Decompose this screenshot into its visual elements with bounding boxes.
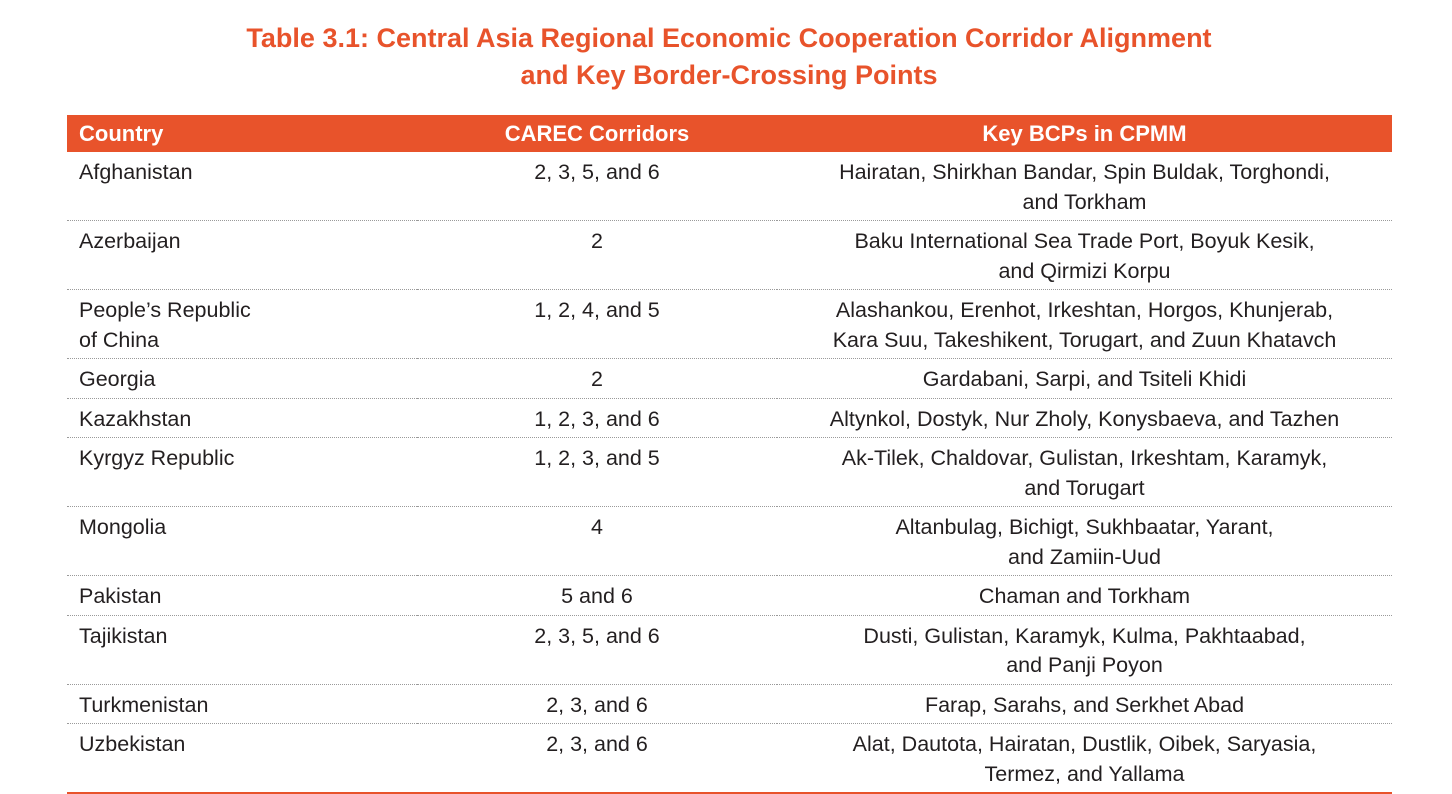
table-row: Pakistan 5 and 6 Chaman and Torkham: [67, 575, 1392, 616]
cell-carec-corridors: 2: [417, 358, 777, 399]
table-header: Country CAREC Corridors Key BCPs in CPMM: [67, 115, 1392, 152]
bcp-line: Kara Suu, Takeshikent, Torugart, and Zuu…: [832, 327, 1337, 352]
table-row: Kyrgyz Republic 1, 2, 3, and 5 Ak-Tilek, C…: [67, 437, 1392, 507]
bcp-line: and Torkham: [1022, 189, 1147, 214]
cell-country: Afghanistan: [67, 152, 417, 221]
country-name-line: Turkmenistan: [79, 692, 209, 717]
cell-key-bcps: Baku International Sea Trade Port, Boyuk…: [777, 220, 1392, 290]
cell-carec-corridors: 4: [417, 506, 777, 576]
table-row: People’s Republic of China 1, 2, 4, and 5 A…: [67, 289, 1392, 359]
table-row: Afghanistan 2, 3, 5, and 6 Hairatan, Shirk…: [67, 152, 1392, 221]
cell-country: Mongolia: [67, 506, 417, 576]
bcp-line: Termez, and Yallama: [984, 761, 1185, 786]
table-row: Turkmenistan 2, 3, and 6 Farap, Sarahs, an…: [67, 684, 1392, 724]
country-name-line: People’s Republic: [79, 298, 251, 322]
cell-key-bcps: Farap, Sarahs, and Serkhet Abad: [777, 684, 1392, 724]
cell-carec-corridors: 2: [417, 220, 777, 290]
country-name-line: Afghanistan: [79, 160, 193, 184]
cell-country: Azerbaijan: [67, 220, 417, 290]
cell-carec-corridors: 2, 3, and 6: [417, 723, 777, 794]
country-name-line: Pakistan: [79, 584, 162, 608]
cell-key-bcps: Dusti, Gulistan, Karamyk, Kulma, Pakhtaa…: [777, 615, 1392, 685]
country-name-line: Kazakhstan: [79, 406, 192, 431]
table-title-line-1: Table 3.1: Central Asia Regional Economi…: [246, 23, 1212, 53]
country-name-line: Mongolia: [79, 515, 167, 539]
header-row: Country CAREC Corridors Key BCPs in CPMM: [67, 115, 1392, 152]
bcp-line: and Qirmizi Korpu: [998, 258, 1171, 283]
table-row: Tajikistan 2, 3, 5, and 6 Dusti, Gulistan,…: [67, 615, 1392, 685]
bcp-line: Dusti, Gulistan, Karamyk, Kulma, Pakhtaa…: [863, 623, 1306, 648]
corridor-table-container: Country CAREC Corridors Key BCPs in CPMM…: [67, 115, 1392, 794]
cell-key-bcps: Hairatan, Shirkhan Bandar, Spin Buldak, …: [777, 152, 1392, 221]
cell-country: Tajikistan: [67, 615, 417, 685]
cell-country: Kyrgyz Republic: [67, 437, 417, 507]
table-row: Uzbekistan 2, 3, and 6 Alat, Dautota, Hair…: [67, 723, 1392, 794]
cell-key-bcps: Gardabani, Sarpi, and Tsiteli Khidi: [777, 358, 1392, 399]
cell-carec-corridors: 2, 3, 5, and 6: [417, 615, 777, 685]
country-name-line: of China: [79, 327, 160, 352]
country-name-line: Uzbekistan: [79, 732, 186, 756]
bcp-line: and Torugart: [1024, 475, 1145, 500]
bcp-line: and Zamiin-Uud: [1008, 544, 1161, 569]
table-title-line-2: and Key Border-Crossing Points: [520, 60, 938, 90]
corridor-table: Country CAREC Corridors Key BCPs in CPMM…: [67, 115, 1392, 794]
cell-country: Uzbekistan: [67, 723, 417, 794]
table-title: Table 3.1: Central Asia Regional Economi…: [0, 20, 1452, 94]
header-key-bcps: Key BCPs in CPMM: [777, 115, 1392, 152]
cell-country: Pakistan: [67, 575, 417, 616]
cell-key-bcps: Alat, Dautota, Hairatan, Dustlik, Oibek,…: [777, 723, 1392, 794]
country-name-line: Kyrgyz Republic: [79, 446, 235, 470]
bcp-line: Chaman and Torkham: [978, 584, 1191, 608]
cell-carec-corridors: 1, 2, 4, and 5: [417, 289, 777, 359]
table-row: Georgia 2 Gardabani, Sarpi, and Tsiteli Kh…: [67, 358, 1392, 399]
cell-country: People’s Republic of China: [67, 289, 417, 359]
table-row: Kazakhstan 1, 2, 3, and 6 Altynkol, Dostyk…: [67, 398, 1392, 438]
cell-carec-corridors: 1, 2, 3, and 5: [417, 437, 777, 507]
cell-carec-corridors: 1, 2, 3, and 6: [417, 398, 777, 438]
cell-key-bcps: Ak-Tilek, Chaldovar, Gulistan, Irkeshtam…: [777, 437, 1392, 507]
bcp-line: Hairatan, Shirkhan Bandar, Spin Buldak, …: [839, 160, 1330, 184]
cell-key-bcps: Alashankou, Erenhot, Irkeshtan, Horgos, …: [777, 289, 1392, 359]
cell-key-bcps: Altynkol, Dostyk, Nur Zholy, Konysbaeva,…: [777, 398, 1392, 438]
bcp-line: Alashankou, Erenhot, Irkeshtan, Horgos, …: [835, 298, 1334, 322]
bcp-line: Altanbulag, Bichigt, Sukhbaatar, Yarant,: [895, 515, 1274, 539]
cell-key-bcps: Chaman and Torkham: [777, 575, 1392, 616]
bcp-line: Gardabani, Sarpi, and Tsiteli Khidi: [922, 367, 1247, 391]
header-carec-corridors: CAREC Corridors: [417, 115, 777, 152]
country-name-line: Azerbaijan: [79, 229, 181, 253]
bcp-line: Baku International Sea Trade Port, Boyuk…: [854, 229, 1315, 253]
header-country: Country: [67, 115, 417, 152]
bcp-line: and Panji Poyon: [1006, 653, 1163, 677]
bcp-line: Altynkol, Dostyk, Nur Zholy, Konysbaeva,…: [829, 406, 1340, 431]
cell-key-bcps: Altanbulag, Bichigt, Sukhbaatar, Yarant,…: [777, 506, 1392, 576]
cell-country: Kazakhstan: [67, 398, 417, 438]
bcp-line: Farap, Sarahs, and Serkhet Abad: [924, 692, 1245, 717]
country-name-line: Georgia: [79, 367, 156, 391]
cell-country: Turkmenistan: [67, 684, 417, 724]
bcp-line: Alat, Dautota, Hairatan, Dustlik, Oibek,…: [852, 732, 1317, 756]
table-row: Mongolia 4 Altanbulag, Bichigt, Sukhbaatar…: [67, 506, 1392, 576]
bcp-line: Ak-Tilek, Chaldovar, Gulistan, Irkeshtam…: [841, 446, 1328, 470]
cell-carec-corridors: 2, 3, and 6: [417, 684, 777, 724]
cell-carec-corridors: 2, 3, 5, and 6: [417, 152, 777, 221]
cell-carec-corridors: 5 and 6: [417, 575, 777, 616]
table-body: Afghanistan 2, 3, 5, and 6 Hairatan, Shirk…: [67, 152, 1392, 794]
table-row: Azerbaijan 2 Baku International Sea Trade …: [67, 220, 1392, 290]
cell-country: Georgia: [67, 358, 417, 399]
country-name-line: Tajikistan: [79, 623, 168, 648]
